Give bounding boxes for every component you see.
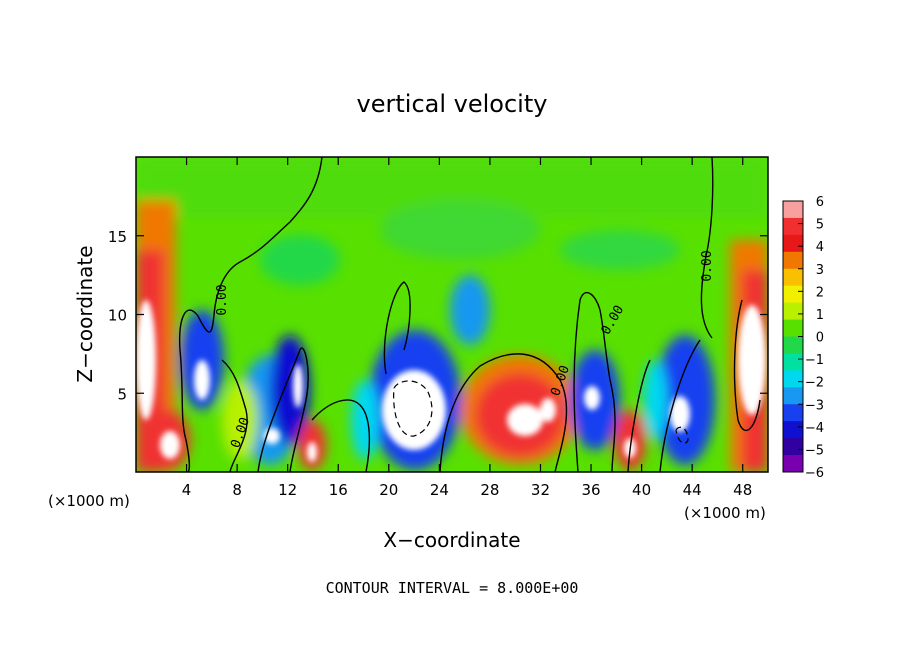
colorbar-tick-label: 2 [816, 285, 824, 300]
colorbar-swatch [783, 251, 803, 270]
x-tick-label: 40 [632, 481, 651, 499]
x-tick-label: 20 [379, 481, 398, 499]
colorbar-swatch [783, 438, 803, 456]
negative-contours [393, 380, 689, 444]
colorbar-swatch [783, 387, 803, 405]
colorbar-tick-label: 4 [816, 240, 824, 255]
x-tick-label: 16 [329, 481, 348, 499]
contour-interval-text: CONTOUR INTERVAL = 8.000E+00 [326, 579, 579, 597]
colorbar-swatch [783, 319, 803, 337]
colorbar-tick-label: −1 [805, 353, 824, 368]
colorbar-tick-label: −2 [805, 376, 824, 391]
x-unit-right: (×1000 m) [684, 504, 766, 522]
colorbar [782, 200, 804, 473]
x-tick-label: 48 [733, 481, 752, 499]
colorbar-swatch [783, 370, 803, 388]
colorbar-swatch [783, 201, 803, 219]
colorbar-tick-label: −3 [805, 398, 824, 413]
colorbar-swatch [783, 421, 803, 439]
colorbar-swatch [783, 234, 803, 253]
x-axis-label: X−coordinate [383, 528, 520, 552]
y-axis-label: Z−coordinate [73, 245, 97, 382]
colorbar-tick-label: −4 [805, 421, 824, 436]
x-tick-label: 24 [430, 481, 449, 499]
x-axis-ticks: 4 8 12 16 20 24 28 32 36 40 44 48 [182, 157, 752, 499]
colorbar-tick-label: 0 [816, 331, 824, 346]
colorbar-tick-label: 5 [816, 218, 824, 233]
colorbar-swatch [783, 302, 803, 321]
contour-label: 0.00 [215, 284, 230, 315]
y-tick-label: 15 [108, 228, 127, 246]
colorbar-tick-label: −6 [805, 466, 824, 481]
plot-area [136, 157, 768, 472]
x-unit-left: (×1000 m) [48, 492, 130, 510]
y-tick-label: 10 [108, 307, 127, 325]
x-tick-label: 44 [683, 481, 702, 499]
x-tick-label: 32 [531, 481, 550, 499]
x-tick-label: 28 [480, 481, 499, 499]
y-tick-label: 5 [117, 385, 127, 403]
colorbar-swatch [783, 455, 803, 473]
zero-contours [178, 157, 761, 472]
x-tick-label: 12 [278, 481, 297, 499]
contour-label: 0.00 [700, 250, 715, 281]
velocity-extrema [136, 300, 766, 462]
x-tick-label: 8 [232, 481, 242, 499]
chart-title: vertical velocity [357, 90, 548, 118]
colorbar-swatch [783, 285, 803, 304]
colorbar-swatch [783, 353, 803, 371]
x-tick-label: 36 [581, 481, 600, 499]
x-tick-label: 4 [182, 481, 192, 499]
colorbar-swatch [783, 217, 803, 236]
colorbar-tick-label: 3 [816, 263, 824, 278]
colorbar-tick-label: −5 [805, 443, 824, 458]
colorbar-ticks: 6 5 4 3 2 1 0 −1 −2 −3 −4 −5 −6 [798, 195, 824, 481]
colorbar-swatch [783, 336, 803, 354]
colorbar-swatch [783, 404, 803, 422]
y-axis-ticks: 5 10 15 [108, 228, 768, 403]
colorbar-tick-label: 6 [816, 195, 824, 210]
colorbar-swatch [783, 268, 803, 287]
colorbar-tick-label: 1 [816, 308, 824, 323]
